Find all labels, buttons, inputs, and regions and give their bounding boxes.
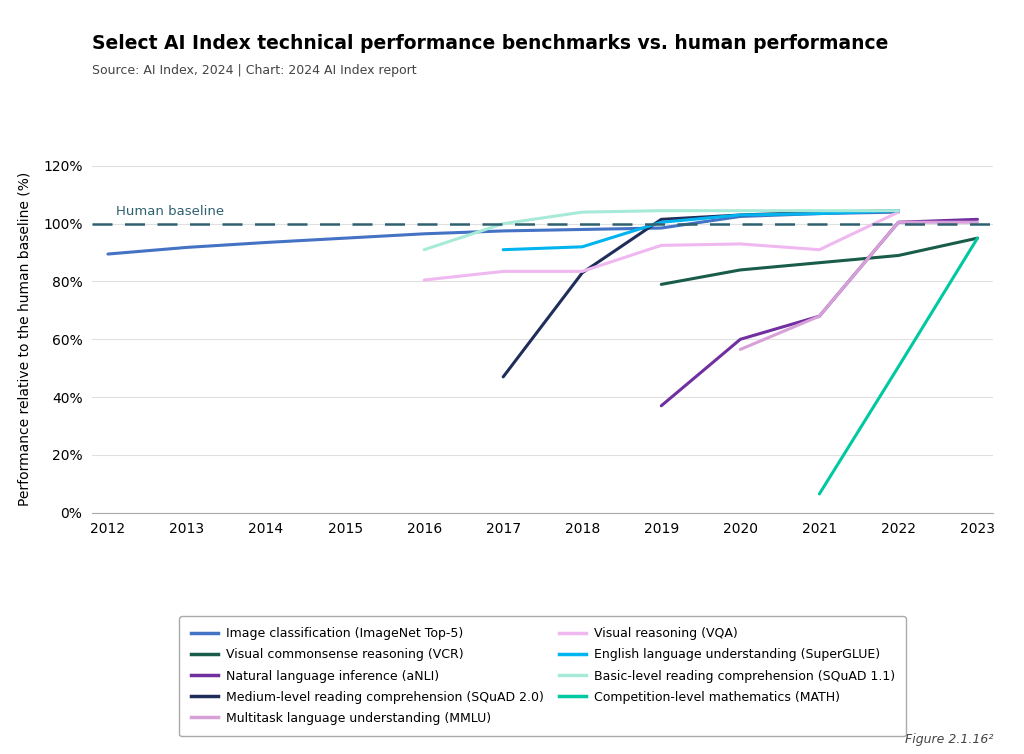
Y-axis label: Performance relative to the human baseline (%): Performance relative to the human baseli… — [17, 172, 32, 507]
Text: Figure 2.1.16²: Figure 2.1.16² — [905, 734, 993, 746]
Legend: Image classification (ImageNet Top-5), Visual commonsense reasoning (VCR), Natur: Image classification (ImageNet Top-5), V… — [179, 616, 906, 736]
Text: Human baseline: Human baseline — [116, 205, 224, 218]
Text: Select AI Index technical performance benchmarks vs. human performance: Select AI Index technical performance be… — [92, 34, 889, 53]
Text: Source: AI Index, 2024 | Chart: 2024 AI Index report: Source: AI Index, 2024 | Chart: 2024 AI … — [92, 64, 417, 77]
